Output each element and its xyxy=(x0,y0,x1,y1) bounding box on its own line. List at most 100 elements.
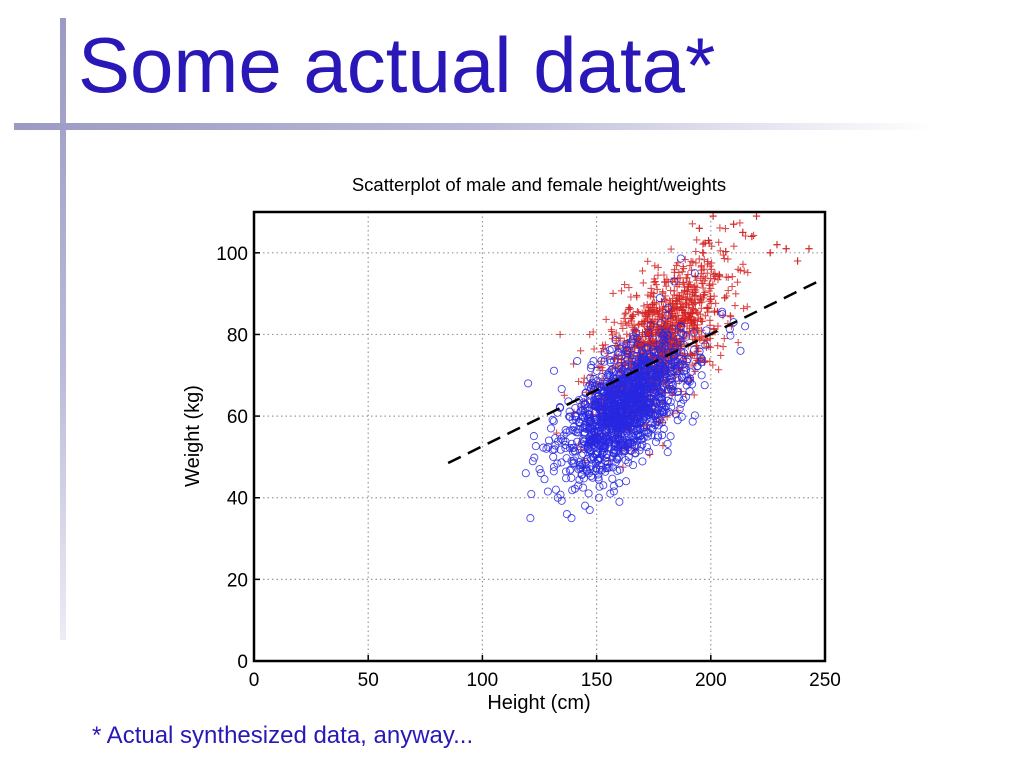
female-point xyxy=(675,405,684,414)
male-point xyxy=(700,256,708,264)
female-point xyxy=(626,340,635,349)
x-tick-label: 150 xyxy=(581,670,613,691)
female-point xyxy=(576,462,585,471)
female-point xyxy=(682,366,691,375)
female-point xyxy=(631,356,640,365)
male-point xyxy=(714,322,722,330)
male-point xyxy=(715,366,723,374)
female-point xyxy=(549,417,558,426)
female-point xyxy=(565,466,574,475)
male-point xyxy=(678,295,686,303)
female-point xyxy=(633,436,642,445)
male-point xyxy=(678,268,686,276)
female-point xyxy=(598,449,607,458)
male-point xyxy=(647,284,655,292)
female-point xyxy=(569,458,578,467)
female-point xyxy=(612,389,621,398)
female-point xyxy=(608,365,617,374)
female-points xyxy=(521,254,750,523)
male-point xyxy=(686,324,694,332)
female-point xyxy=(526,514,535,523)
female-point xyxy=(638,346,647,355)
male-point xyxy=(663,276,671,284)
female-point xyxy=(612,403,621,412)
female-point xyxy=(658,342,667,351)
x-tick-label: 200 xyxy=(695,670,727,691)
female-point xyxy=(610,445,619,455)
x-axis-label: Height (cm) xyxy=(487,692,590,714)
male-point xyxy=(700,339,708,347)
slide-title: Some actual data* xyxy=(78,21,716,109)
y-tick-label: 0 xyxy=(237,652,248,673)
male-point xyxy=(692,308,701,316)
female-point xyxy=(661,402,670,411)
female-point xyxy=(638,457,647,466)
male-point xyxy=(750,231,758,239)
male-point xyxy=(638,309,646,317)
female-point xyxy=(653,409,662,418)
female-point xyxy=(646,321,655,330)
female-point xyxy=(581,501,590,510)
female-point xyxy=(659,383,668,392)
female-point xyxy=(667,385,676,394)
female-point xyxy=(671,357,680,366)
male-point xyxy=(633,308,641,316)
female-point xyxy=(584,489,593,498)
female-point xyxy=(676,323,685,332)
male-point xyxy=(642,313,650,321)
female-point xyxy=(591,458,600,468)
male-point xyxy=(666,321,674,329)
male-point xyxy=(736,266,744,275)
female-point xyxy=(644,404,653,413)
female-point xyxy=(585,423,594,432)
male-point xyxy=(690,391,698,399)
male-point xyxy=(553,429,561,437)
female-point xyxy=(596,441,605,450)
male-point xyxy=(698,279,706,287)
male-point xyxy=(673,300,681,308)
male-point xyxy=(693,236,701,244)
male-point xyxy=(724,286,732,295)
male-point xyxy=(692,247,700,256)
female-point xyxy=(683,355,692,364)
female-point xyxy=(638,440,647,449)
male-point xyxy=(689,258,697,266)
female-point xyxy=(598,423,607,432)
female-point xyxy=(588,381,597,390)
female-point xyxy=(610,408,619,417)
female-point xyxy=(621,411,630,420)
female-point xyxy=(609,368,618,377)
male-point xyxy=(681,310,689,318)
male-point xyxy=(688,220,696,228)
female-point xyxy=(608,394,617,404)
male-point xyxy=(617,287,626,295)
male-point xyxy=(715,271,724,279)
y-tick-label: 60 xyxy=(227,407,248,428)
female-point xyxy=(633,411,642,421)
male-point xyxy=(739,260,747,268)
female-point xyxy=(568,415,577,424)
x-tick-label: 0 xyxy=(249,670,260,691)
male-point xyxy=(714,307,722,316)
male-point xyxy=(685,280,693,288)
male-point xyxy=(731,302,739,310)
male-point xyxy=(706,316,714,324)
female-point xyxy=(573,356,582,366)
male-point xyxy=(699,240,707,248)
female-point xyxy=(608,474,617,483)
female-point xyxy=(636,424,645,434)
male-point xyxy=(648,319,656,327)
male-point xyxy=(716,247,724,255)
male-point xyxy=(706,262,714,270)
female-point xyxy=(660,339,669,348)
male-point xyxy=(651,262,659,270)
female-point xyxy=(556,445,565,454)
female-point xyxy=(613,397,622,406)
male-point xyxy=(653,285,661,293)
male-point xyxy=(658,298,666,306)
female-point xyxy=(667,403,676,412)
female-point xyxy=(613,466,622,475)
female-point xyxy=(568,443,578,452)
female-point xyxy=(673,416,682,425)
female-point xyxy=(666,432,675,441)
